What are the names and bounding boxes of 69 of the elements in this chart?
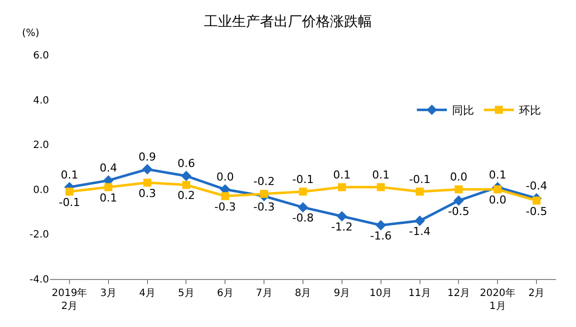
data-label: -1.6 <box>370 229 392 242</box>
data-label: -0.8 <box>292 212 314 225</box>
point <box>416 188 424 196</box>
x-tick-label: 9月 <box>334 288 350 299</box>
point <box>104 183 112 192</box>
point <box>454 185 463 194</box>
x-tick-label: 6月 <box>216 288 234 299</box>
point <box>494 185 502 194</box>
data-label: -0.3 <box>253 200 275 214</box>
data-label: 0.6 <box>177 157 195 170</box>
x-tick-label: 2019年 2月 <box>52 287 88 312</box>
point <box>376 183 385 192</box>
legend-label: 环比 <box>518 104 541 118</box>
x-tick-label: 2月 <box>528 288 545 299</box>
data-label: 0.0 <box>488 194 506 207</box>
data-label: 0.2 <box>177 189 195 202</box>
point <box>181 170 192 182</box>
point <box>376 220 386 230</box>
chart-title: 工业生产者出厂价格涨跌幅 <box>204 14 372 30</box>
point <box>142 164 153 174</box>
point <box>65 188 74 196</box>
data-label: 0.1 <box>488 168 506 182</box>
point <box>532 196 541 205</box>
y-tick-label: -4.0 <box>29 274 49 286</box>
x-tick-label: 3月 <box>100 288 117 299</box>
x-tick-label: 11月 <box>408 288 432 299</box>
x-tick-label: 8月 <box>294 288 312 299</box>
point <box>182 180 190 189</box>
data-label: 0.0 <box>216 170 234 184</box>
data-label: -0.5 <box>448 204 470 218</box>
data-label: 0.1 <box>60 168 78 182</box>
data-label: -0.1 <box>58 196 80 209</box>
data-label: 0.0 <box>450 170 468 184</box>
y-tick-label: 4.0 <box>33 95 49 106</box>
point <box>338 183 346 192</box>
x-tick-label: 5月 <box>178 288 194 299</box>
data-label: -0.5 <box>526 204 548 218</box>
data-label: -0.1 <box>292 172 314 186</box>
point <box>143 178 152 187</box>
y-tick-label: 2.0 <box>33 140 49 152</box>
data-label: 0.9 <box>138 150 156 164</box>
point <box>299 188 307 196</box>
point <box>221 192 230 200</box>
y-tick-label: 0.0 <box>33 184 49 196</box>
data-label: 0.1 <box>333 168 351 182</box>
point <box>336 211 348 222</box>
point <box>298 202 308 213</box>
point <box>453 195 464 206</box>
data-label: 0.4 <box>100 162 118 175</box>
point <box>260 190 268 198</box>
y-axis-title: (%) <box>22 28 40 39</box>
data-label: 0.1 <box>372 168 390 182</box>
data-label: -0.2 <box>253 175 275 188</box>
data-label: -1.2 <box>331 220 353 234</box>
y-tick-label: -2.0 <box>29 230 49 241</box>
data-label: -1.4 <box>409 225 431 238</box>
x-tick-label: 4月 <box>139 288 156 299</box>
data-label: -0.4 <box>526 180 548 193</box>
data-label: 0.1 <box>100 191 118 204</box>
x-tick-label: 2020年 1月 <box>480 287 516 312</box>
x-tick-label: 7月 <box>256 288 272 299</box>
x-tick-label: 12月 <box>447 288 470 299</box>
data-label: -0.3 <box>214 200 236 214</box>
x-tick-label: 10月 <box>369 288 392 299</box>
y-tick-label: 6.0 <box>33 50 49 62</box>
data-label: 0.3 <box>138 186 156 200</box>
point <box>414 216 425 226</box>
legend-label: 同比 <box>452 104 474 118</box>
data-label: -0.1 <box>409 172 431 186</box>
